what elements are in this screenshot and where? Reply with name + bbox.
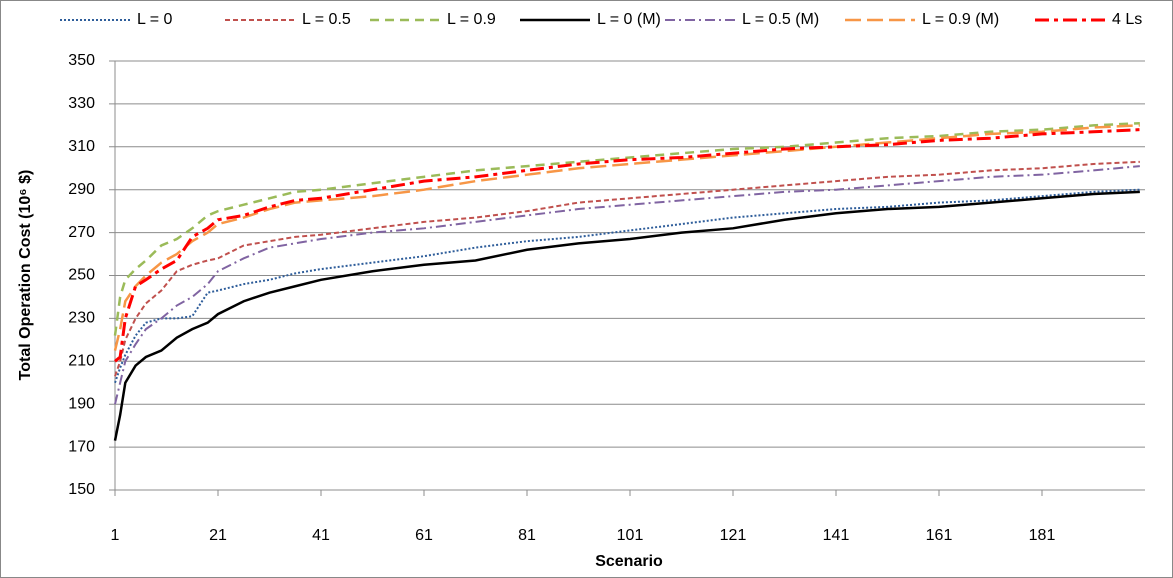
y-tick-label: 290 [68,181,95,198]
x-tick-label: 101 [617,527,644,544]
y-tick-label: 330 [68,95,95,112]
x-tick-label: 121 [720,527,747,544]
x-tick-label: 1 [111,527,120,544]
y-tick-label: 270 [68,224,95,241]
y-axis-label: Total Operation Cost (10⁶ $) [17,170,34,381]
data-line [113,124,1140,351]
x-tick-label: 181 [1029,527,1056,544]
legend-label: L = 0.5 (M) [742,11,819,28]
data-line [114,128,1140,363]
legend-label: L = 0.9 (M) [922,11,999,28]
y-tick-label: 190 [68,395,95,412]
y-tick-label: 250 [68,267,95,284]
x-tick-label: 41 [312,527,330,544]
data-line [113,121,1140,336]
x-tick-label: 81 [518,527,536,544]
data-line [114,188,1140,384]
x-tick-label: 141 [823,527,850,544]
y-tick-label: 170 [68,438,95,455]
x-tick-label: 161 [926,527,953,544]
legend-label: L = 0 (M) [597,11,661,28]
y-tick-label: 310 [68,138,95,155]
legend-label: L = 0.9 [447,11,496,28]
legend-label: L = 0 [137,11,173,28]
x-axis-label: Scenario [595,553,663,570]
legend-label: L = 0.5 [302,11,351,28]
data-line [114,160,1140,377]
y-tick-label: 150 [68,481,95,498]
y-tick-label: 350 [68,52,95,69]
y-tick-label: 230 [68,310,95,327]
data-line [113,190,1140,441]
x-tick-label: 21 [209,527,227,544]
legend-label: 4 Ls [1112,11,1142,28]
y-tick-label: 210 [68,353,95,370]
data-line [114,165,1140,405]
x-tick-label: 61 [415,527,433,544]
